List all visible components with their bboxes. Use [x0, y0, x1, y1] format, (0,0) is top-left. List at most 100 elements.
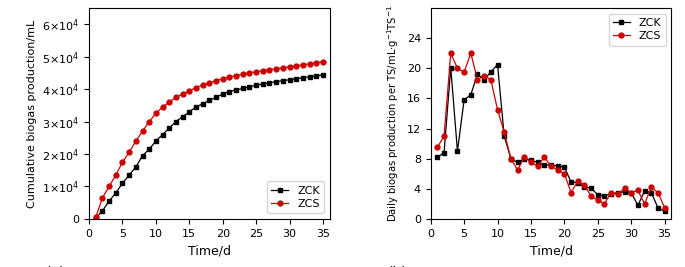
- ZCS: [440, 135, 448, 138]
- ZCK: [627, 191, 635, 194]
- ZCS: [514, 168, 522, 172]
- ZCK: [487, 70, 495, 74]
- ZCK: [125, 174, 134, 177]
- Legend: ZCK, ZCS: ZCK, ZCS: [609, 14, 666, 46]
- ZCK: [245, 85, 253, 88]
- ZCK: [145, 148, 153, 151]
- ZCK: [306, 75, 314, 78]
- ZCS: [165, 100, 173, 104]
- ZCS: [640, 202, 649, 206]
- ZCS: [587, 195, 595, 198]
- ZCK: [172, 120, 180, 123]
- ZCS: [145, 120, 153, 123]
- ZCK: [272, 80, 280, 83]
- ZCS: [527, 161, 535, 164]
- ZCK: [514, 161, 522, 164]
- ZCK: [105, 199, 113, 203]
- ZCS: [534, 164, 542, 168]
- Text: (b): (b): [388, 265, 407, 267]
- ZCS: [453, 67, 462, 70]
- ZCS: [473, 78, 482, 81]
- X-axis label: Time/d: Time/d: [530, 244, 573, 257]
- ZCS: [286, 65, 294, 68]
- ZCK: [440, 151, 448, 154]
- ZCK: [547, 163, 555, 166]
- ZCS: [105, 185, 113, 188]
- ZCS: [299, 63, 307, 66]
- ZCS: [553, 168, 562, 172]
- ZCK: [453, 150, 462, 153]
- ZCS: [614, 193, 622, 196]
- ZCK: [653, 206, 662, 209]
- ZCS: [212, 79, 220, 82]
- ZCS: [138, 130, 147, 133]
- ZCK: [466, 93, 475, 96]
- ZCS: [306, 62, 314, 65]
- Line: ZCS: ZCS: [93, 59, 325, 220]
- ZCK: [185, 110, 193, 113]
- ZCK: [192, 105, 200, 109]
- ZCS: [132, 139, 140, 143]
- ZCS: [119, 160, 127, 164]
- Text: (a): (a): [46, 265, 65, 267]
- X-axis label: Time/d: Time/d: [188, 244, 231, 257]
- ZCS: [500, 131, 508, 134]
- ZCK: [507, 157, 515, 160]
- ZCS: [245, 71, 253, 74]
- ZCK: [660, 210, 669, 213]
- ZCK: [493, 63, 501, 66]
- ZCS: [466, 52, 475, 55]
- ZCS: [520, 156, 528, 159]
- ZCK: [500, 135, 508, 138]
- ZCK: [573, 181, 582, 184]
- ZCS: [507, 157, 515, 160]
- ZCK: [567, 180, 575, 184]
- ZCK: [540, 164, 549, 167]
- Line: ZCK: ZCK: [93, 72, 325, 221]
- ZCS: [540, 156, 549, 159]
- ZCK: [265, 81, 273, 84]
- ZCK: [580, 186, 588, 189]
- ZCS: [493, 108, 501, 111]
- ZCS: [179, 92, 187, 96]
- ZCS: [232, 74, 240, 77]
- ZCK: [279, 79, 287, 82]
- ZCK: [299, 76, 307, 79]
- ZCK: [138, 154, 147, 157]
- ZCS: [634, 189, 642, 192]
- ZCK: [614, 191, 622, 194]
- ZCK: [534, 161, 542, 164]
- ZCS: [279, 66, 287, 69]
- ZCS: [660, 206, 669, 209]
- ZCK: [600, 194, 608, 197]
- Line: ZCK: ZCK: [435, 62, 667, 214]
- ZCS: [272, 67, 280, 70]
- ZCK: [225, 90, 234, 93]
- ZCK: [553, 164, 562, 168]
- ZCK: [319, 73, 327, 76]
- ZCK: [621, 190, 629, 193]
- ZCS: [647, 186, 656, 189]
- ZCK: [132, 166, 140, 169]
- ZCK: [179, 115, 187, 118]
- ZCS: [627, 191, 635, 194]
- ZCS: [487, 78, 495, 81]
- ZCS: [447, 52, 455, 55]
- ZCS: [312, 61, 321, 64]
- ZCS: [319, 60, 327, 63]
- ZCS: [99, 196, 107, 199]
- ZCK: [634, 204, 642, 207]
- ZCS: [567, 191, 575, 194]
- ZCS: [259, 69, 267, 72]
- ZCS: [125, 151, 134, 154]
- ZCS: [238, 73, 247, 76]
- ZCK: [460, 98, 469, 101]
- Y-axis label: Daily biogas production per TS/mL$\cdot$g$^{-1}$TS$^{-1}$: Daily biogas production per TS/mL$\cdot$…: [386, 5, 401, 222]
- ZCK: [480, 78, 488, 81]
- ZCK: [212, 96, 220, 99]
- ZCS: [172, 96, 180, 99]
- ZCS: [185, 89, 193, 92]
- ZCK: [286, 78, 294, 81]
- ZCS: [199, 84, 207, 87]
- ZCK: [312, 74, 321, 77]
